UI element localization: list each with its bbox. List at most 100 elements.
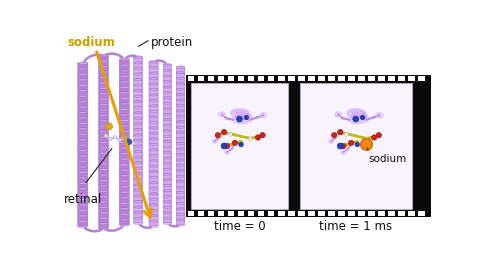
Ellipse shape	[120, 224, 129, 226]
Polygon shape	[98, 213, 108, 218]
Ellipse shape	[120, 69, 129, 72]
Polygon shape	[176, 95, 185, 99]
Bar	[300, 83, 411, 209]
Ellipse shape	[133, 56, 143, 58]
Polygon shape	[163, 82, 172, 86]
Polygon shape	[98, 202, 108, 207]
Polygon shape	[120, 159, 129, 164]
Polygon shape	[133, 141, 143, 145]
Bar	[328, 76, 335, 81]
Circle shape	[232, 140, 238, 146]
Polygon shape	[98, 116, 108, 120]
Ellipse shape	[163, 217, 172, 219]
Bar	[359, 211, 365, 216]
Ellipse shape	[98, 163, 108, 165]
Ellipse shape	[120, 219, 129, 221]
Bar	[288, 211, 295, 216]
Ellipse shape	[176, 164, 185, 166]
Polygon shape	[78, 118, 88, 123]
Ellipse shape	[133, 222, 143, 225]
Polygon shape	[133, 107, 143, 112]
Bar	[288, 76, 295, 81]
Ellipse shape	[149, 177, 158, 178]
Ellipse shape	[98, 87, 108, 89]
Ellipse shape	[149, 126, 158, 129]
Circle shape	[222, 145, 226, 149]
Ellipse shape	[163, 80, 172, 82]
Ellipse shape	[98, 180, 108, 181]
Bar	[268, 211, 275, 216]
Ellipse shape	[149, 100, 158, 102]
Ellipse shape	[133, 122, 143, 125]
Ellipse shape	[176, 83, 185, 85]
Polygon shape	[176, 133, 185, 137]
Polygon shape	[163, 202, 172, 207]
Ellipse shape	[133, 161, 143, 164]
Ellipse shape	[120, 114, 129, 116]
Circle shape	[336, 134, 339, 138]
Ellipse shape	[120, 142, 129, 144]
Ellipse shape	[120, 135, 129, 138]
Ellipse shape	[120, 152, 129, 154]
Ellipse shape	[78, 127, 88, 130]
Ellipse shape	[133, 172, 143, 175]
Ellipse shape	[149, 215, 158, 217]
Ellipse shape	[133, 68, 143, 70]
Ellipse shape	[149, 220, 158, 222]
Ellipse shape	[176, 214, 185, 215]
Bar	[258, 76, 264, 81]
Ellipse shape	[163, 152, 172, 154]
Polygon shape	[98, 218, 108, 223]
Ellipse shape	[78, 171, 88, 173]
Bar	[369, 211, 374, 216]
Text: time = 1 ms: time = 1 ms	[319, 220, 392, 233]
Ellipse shape	[149, 187, 158, 189]
Ellipse shape	[120, 91, 129, 94]
Polygon shape	[149, 221, 158, 226]
Bar	[278, 211, 285, 216]
Ellipse shape	[120, 218, 129, 221]
Ellipse shape	[163, 64, 172, 66]
Ellipse shape	[176, 175, 185, 177]
Ellipse shape	[98, 158, 108, 160]
Ellipse shape	[98, 146, 108, 149]
Polygon shape	[163, 120, 172, 124]
Polygon shape	[120, 131, 129, 136]
Ellipse shape	[176, 82, 185, 85]
Polygon shape	[98, 224, 108, 228]
Polygon shape	[149, 205, 158, 210]
Ellipse shape	[120, 186, 129, 188]
Polygon shape	[149, 188, 158, 193]
Polygon shape	[98, 110, 108, 115]
Circle shape	[239, 142, 243, 147]
Ellipse shape	[176, 93, 185, 96]
Ellipse shape	[133, 205, 143, 208]
Ellipse shape	[120, 174, 129, 177]
Polygon shape	[133, 174, 143, 178]
Polygon shape	[133, 96, 143, 101]
Ellipse shape	[98, 119, 108, 122]
Ellipse shape	[78, 182, 88, 184]
Ellipse shape	[133, 140, 143, 141]
Polygon shape	[120, 99, 129, 103]
Polygon shape	[120, 198, 129, 202]
Polygon shape	[78, 151, 88, 155]
Circle shape	[221, 129, 227, 135]
Ellipse shape	[133, 212, 143, 214]
Ellipse shape	[149, 204, 158, 206]
Polygon shape	[133, 80, 143, 84]
Text: sodium: sodium	[368, 154, 406, 164]
Ellipse shape	[176, 158, 185, 161]
Ellipse shape	[351, 115, 365, 119]
Ellipse shape	[149, 170, 158, 173]
Polygon shape	[133, 213, 143, 217]
Ellipse shape	[120, 81, 129, 83]
Circle shape	[215, 133, 221, 138]
Ellipse shape	[78, 100, 88, 103]
Ellipse shape	[163, 85, 172, 88]
Circle shape	[237, 116, 242, 122]
Ellipse shape	[163, 86, 172, 88]
Ellipse shape	[176, 224, 185, 226]
Polygon shape	[78, 91, 88, 95]
Ellipse shape	[149, 181, 158, 184]
